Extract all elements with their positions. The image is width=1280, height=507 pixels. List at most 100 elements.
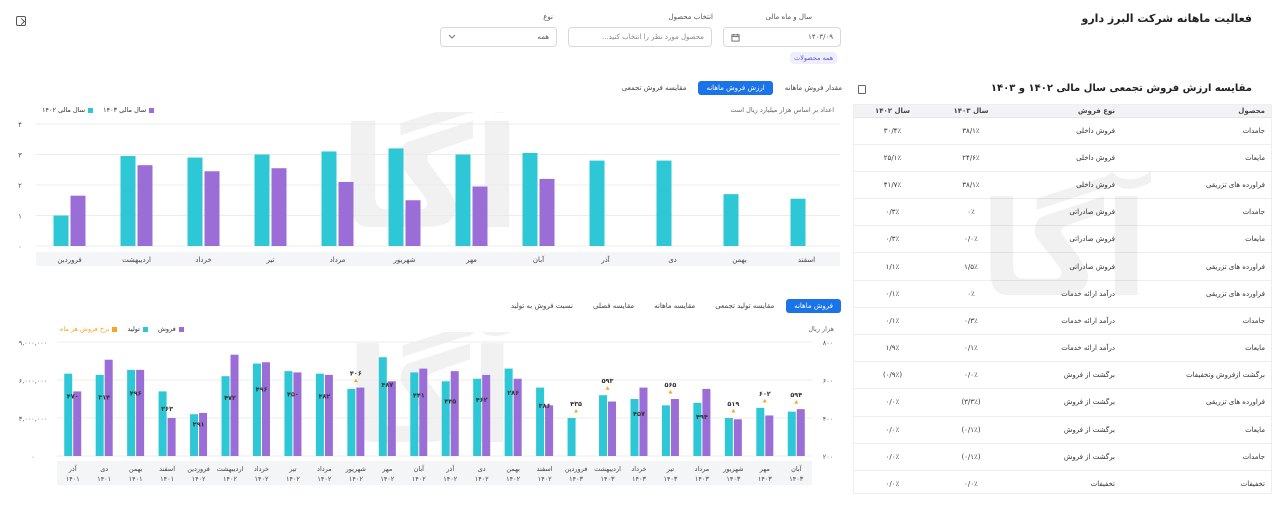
y-tick-label: ۴ <box>18 121 22 129</box>
bar-1402[interactable] <box>204 171 220 246</box>
bar-production[interactable] <box>702 388 711 456</box>
bar-production[interactable] <box>356 387 365 456</box>
bar-sales[interactable] <box>284 371 293 456</box>
bar-production[interactable] <box>324 374 333 456</box>
bar-1403[interactable] <box>254 154 270 247</box>
bar-sales[interactable] <box>95 374 104 456</box>
bar-sales[interactable] <box>599 395 608 456</box>
all-products-chip[interactable]: همه محصولات <box>790 52 838 64</box>
tab-monthly-sales[interactable]: فروش ماهانه <box>786 299 841 313</box>
table-row: جامدات فروش صادراتی ۰٪ ۰/۳٪ <box>854 198 1271 227</box>
bar-1403[interactable] <box>522 152 538 246</box>
bar-production[interactable] <box>796 409 805 456</box>
bar-sales[interactable] <box>64 373 73 456</box>
rate-label: ۳۱۴ <box>98 393 110 401</box>
rate-marker[interactable] <box>605 386 610 390</box>
bar-production[interactable] <box>608 401 617 456</box>
bar-production[interactable] <box>230 354 239 456</box>
bar-sales[interactable] <box>441 381 450 456</box>
bar-1403[interactable] <box>53 215 69 247</box>
bar-sales[interactable] <box>504 368 513 456</box>
bar-production[interactable] <box>419 368 428 456</box>
export-icon[interactable] <box>858 85 866 94</box>
bar-1403[interactable] <box>187 157 203 246</box>
bar-1402[interactable] <box>137 165 153 246</box>
bar-sales[interactable] <box>127 369 136 456</box>
rate-marker[interactable] <box>353 378 358 383</box>
x-tick-year: ۱۴۰۲ <box>192 475 206 483</box>
export-icon[interactable] <box>16 16 26 26</box>
table-row: تخفیفات تخفیفات ۰/۰٪ ۰/۰٪ <box>854 470 1271 493</box>
bar-1403[interactable] <box>656 160 672 246</box>
cell-1402: (۰/۹٪) <box>854 361 931 390</box>
bar-production[interactable] <box>73 391 82 456</box>
bar-1402[interactable] <box>271 168 287 246</box>
bar-1402[interactable] <box>338 181 354 246</box>
bar-sales[interactable] <box>347 388 356 456</box>
bar-sales[interactable] <box>158 391 167 456</box>
bar-sales[interactable] <box>756 407 765 456</box>
rate-marker[interactable] <box>731 409 736 413</box>
rate-marker[interactable] <box>668 390 673 394</box>
bar-production[interactable] <box>639 387 648 456</box>
bar-sales[interactable] <box>221 376 230 456</box>
tab-sales-production-ratio[interactable]: نسبت فروش به تولید <box>510 302 573 310</box>
bar-sales[interactable] <box>630 399 639 456</box>
bar-production[interactable] <box>261 362 270 456</box>
bar-production[interactable] <box>167 418 176 456</box>
bar-1403[interactable] <box>321 151 337 246</box>
bar-sales[interactable] <box>252 363 261 456</box>
bar-sales[interactable] <box>567 418 576 456</box>
bar-sales[interactable] <box>410 372 419 456</box>
tab-monthly-value[interactable]: ارزش فروش ماهانه <box>698 81 773 95</box>
tab-season-compare[interactable]: مقایسه فصلی <box>593 302 635 310</box>
bar-sales[interactable] <box>190 414 199 456</box>
bar-1402[interactable] <box>472 186 488 246</box>
bar-sales[interactable] <box>724 418 733 456</box>
bar-production[interactable] <box>545 405 554 456</box>
bar-1403[interactable] <box>589 160 605 246</box>
bar-production[interactable] <box>765 415 774 456</box>
bar-production[interactable] <box>733 419 742 456</box>
bar-production[interactable] <box>513 378 522 456</box>
table-row: جامدات درآمد ارائه خدمات ۰/۳٪ ۰/۱٪ <box>854 307 1271 336</box>
bar-sales[interactable] <box>473 378 482 456</box>
bar-production[interactable] <box>293 372 302 456</box>
bar-1402[interactable] <box>70 195 86 246</box>
x-axis-band <box>36 252 840 266</box>
x-tick-year: ۱۴۰۲ <box>254 475 268 483</box>
year-month-field[interactable]: ۱۴۰۳/۰۹ <box>723 27 841 47</box>
rate-marker[interactable] <box>794 400 799 404</box>
bar-sales[interactable] <box>661 405 670 456</box>
bar-production[interactable] <box>482 374 491 456</box>
bar-1403[interactable] <box>790 198 806 246</box>
bar-production[interactable] <box>104 359 113 456</box>
rate-marker[interactable] <box>762 398 767 403</box>
bar-1403[interactable] <box>388 148 404 246</box>
bar-sales[interactable] <box>378 357 387 456</box>
tab-cumulative-sales[interactable]: مقایسه فروش تجمعی <box>621 84 687 92</box>
bar-1403[interactable] <box>455 154 471 247</box>
x-tick-label: آبان <box>533 255 545 264</box>
bar-production[interactable] <box>450 371 459 456</box>
bar-1403[interactable] <box>120 156 136 246</box>
product-select[interactable]: محصول مورد نظر را انتخاب کنید... <box>568 27 712 47</box>
legend-rate-swatch <box>112 326 118 332</box>
bar-1403[interactable] <box>723 194 739 246</box>
bar-production[interactable] <box>136 369 145 456</box>
rate-marker[interactable] <box>574 409 579 413</box>
bar-sales[interactable] <box>315 373 324 456</box>
bar-production[interactable] <box>387 381 396 456</box>
bar-1402[interactable] <box>539 178 555 246</box>
tab-monthly-compare[interactable]: مقایسه ماهانه <box>654 302 696 310</box>
bar-sales[interactable] <box>536 387 545 456</box>
rate-label: ۲۶۳ <box>161 405 173 413</box>
bar-sales[interactable] <box>787 411 796 456</box>
type-select[interactable]: همه <box>440 27 557 47</box>
bar-sales[interactable] <box>693 402 702 456</box>
bar-production[interactable] <box>670 399 679 456</box>
bar-production[interactable] <box>199 412 208 456</box>
tab-monthly-quantity[interactable]: مقدار فروش ماهانه <box>784 84 842 92</box>
tab-cumulative-production[interactable]: مقایسه تولید تجمعی <box>715 302 775 310</box>
bar-1402[interactable] <box>405 200 421 246</box>
